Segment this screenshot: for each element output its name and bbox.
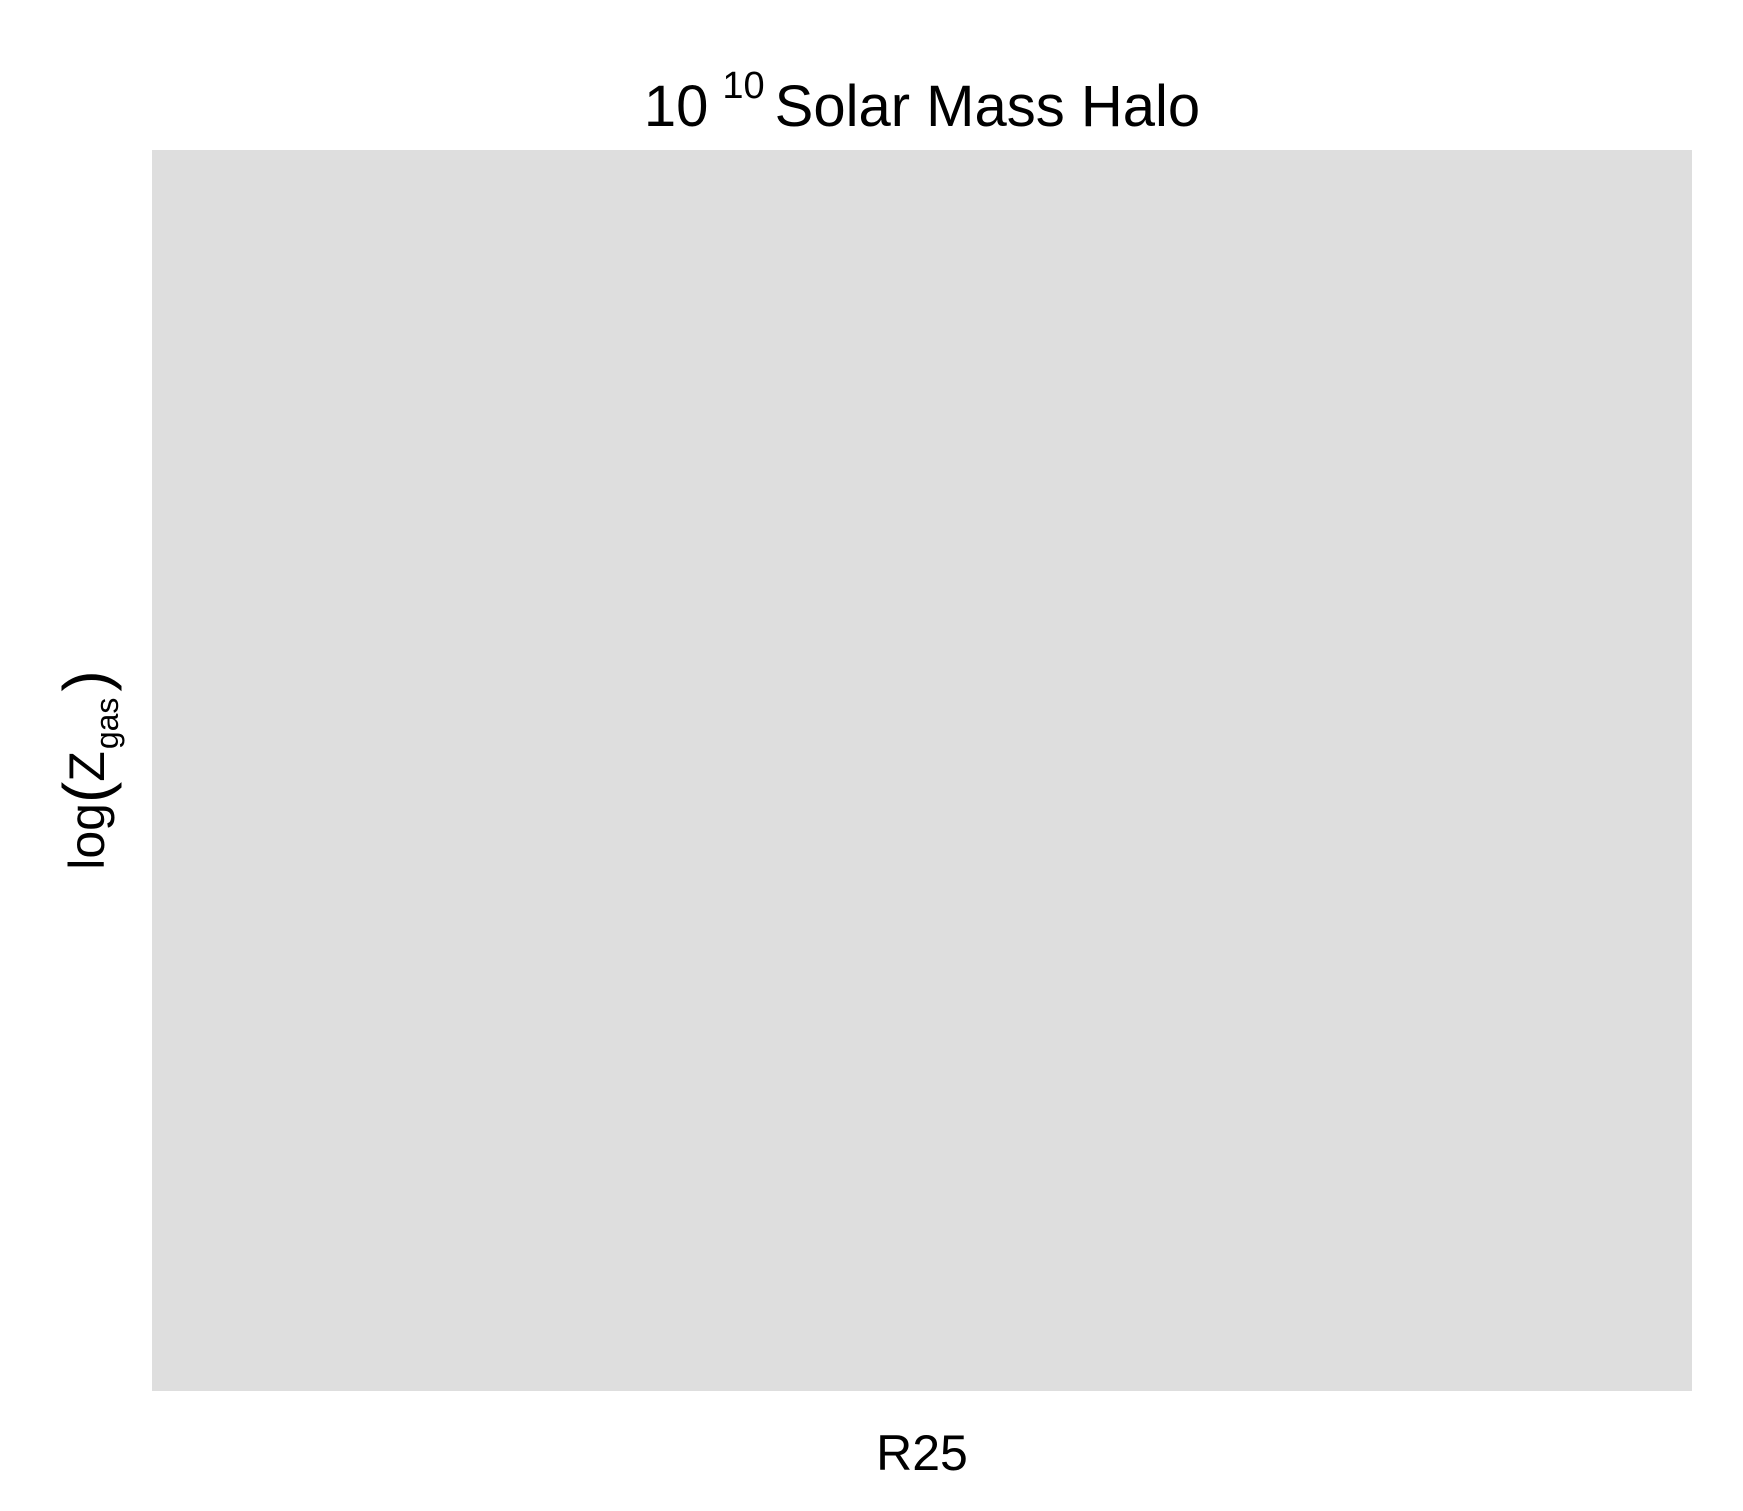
title-base: 10 <box>643 74 709 139</box>
y-label-var: Z <box>59 751 115 782</box>
chart-title: 10 10 Solar Mass Halo <box>152 67 1692 136</box>
y-label-fn: log <box>59 803 115 870</box>
x-axis-label: R25 <box>876 1425 968 1481</box>
title-exponent: 10 <box>722 65 765 107</box>
plot-area <box>152 150 1692 1391</box>
plot-panel <box>152 150 1692 1391</box>
title-rest: Solar Mass Halo <box>774 74 1201 139</box>
y-label-close-paren: ) <box>50 670 122 692</box>
y-axis-label: log(Zgas) <box>50 670 125 870</box>
y-label-subscript: gas <box>89 697 125 750</box>
y-label-open-paren: ( <box>50 781 122 804</box>
